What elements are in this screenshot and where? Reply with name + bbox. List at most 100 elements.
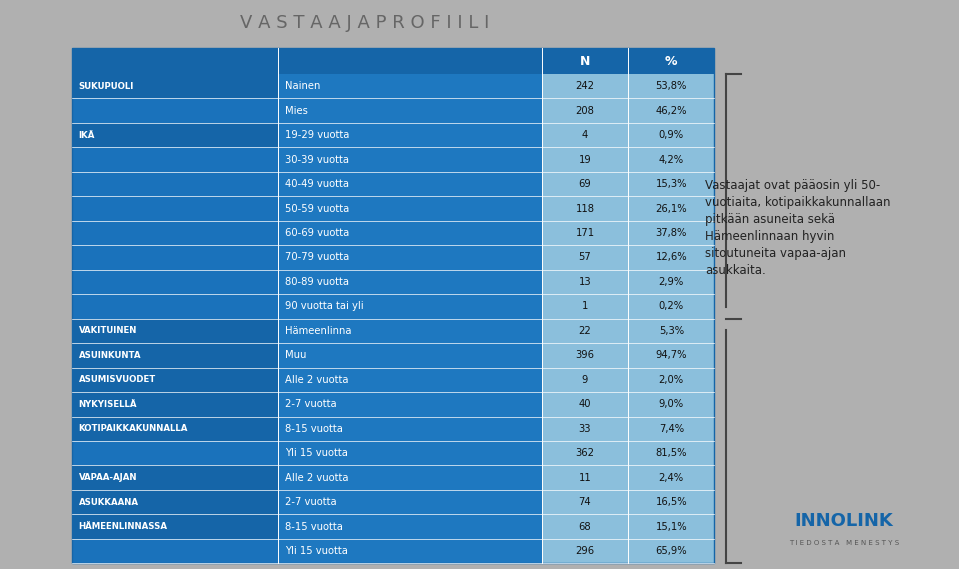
Bar [628,172,714,196]
Text: 37,8%: 37,8% [656,228,687,238]
Text: 90 vuotta tai yli: 90 vuotta tai yli [285,302,363,311]
Text: HÄMEENLINNASSA: HÄMEENLINNASSA [79,522,168,531]
Bar [278,539,542,563]
Text: 9: 9 [582,375,588,385]
Text: Alle 2 vuotta: Alle 2 vuotta [285,473,348,483]
Text: 13: 13 [578,277,592,287]
Text: ASUMISVUODET: ASUMISVUODET [79,376,156,384]
Text: ASUKKAANA: ASUKKAANA [79,498,139,506]
Bar [72,465,278,490]
Text: IKÄ: IKÄ [79,131,95,139]
Text: 7,4%: 7,4% [659,424,684,434]
Text: 57: 57 [578,253,592,262]
Bar [628,465,714,490]
Text: Hämeenlinna: Hämeenlinna [285,326,351,336]
Text: 11: 11 [578,473,592,483]
Text: Vastaajat ovat pääosin yli 50-
vuotiaita, kotipaikkakunnallaan
pitkään asuneita : Vastaajat ovat pääosin yli 50- vuotiaita… [705,179,890,277]
Text: 0,2%: 0,2% [659,302,684,311]
Bar [278,441,542,465]
Text: 12,6%: 12,6% [656,253,687,262]
Text: 30-39 vuotta: 30-39 vuotta [285,155,349,164]
Text: 15,1%: 15,1% [656,522,687,531]
Text: 396: 396 [575,351,595,360]
Text: 53,8%: 53,8% [656,81,687,91]
Bar [72,539,278,563]
Text: 171: 171 [575,228,595,238]
Text: Muu: Muu [285,351,306,360]
Bar [72,368,278,392]
Bar [72,221,278,245]
Bar [278,147,542,172]
Bar [628,294,714,319]
Bar [542,514,628,539]
Bar [542,74,628,98]
Bar [278,319,542,343]
Text: SUKUPUOLI: SUKUPUOLI [79,82,134,90]
Text: %: % [665,55,678,68]
Bar [278,196,542,221]
Bar [278,221,542,245]
Bar [278,343,542,368]
Bar [542,294,628,319]
Text: 2,9%: 2,9% [659,277,684,287]
Bar [278,368,542,392]
Text: VAPAA-AJAN: VAPAA-AJAN [79,473,137,482]
Text: 19: 19 [578,155,592,164]
Bar [628,368,714,392]
Text: KOTIPAIKKAKUNNALLA: KOTIPAIKKAKUNNALLA [79,424,188,433]
Text: 40: 40 [578,399,592,409]
Bar [628,196,714,221]
Text: 68: 68 [578,522,592,531]
Bar [278,465,542,490]
Text: 40-49 vuotta: 40-49 vuotta [285,179,349,189]
Text: 19-29 vuotta: 19-29 vuotta [285,130,349,140]
Bar [628,245,714,270]
Bar [542,465,628,490]
Text: 2,4%: 2,4% [659,473,684,483]
Text: 2-7 vuotta: 2-7 vuotta [285,497,337,507]
Bar [628,74,714,98]
Bar [72,172,278,196]
Text: Mies: Mies [285,106,308,116]
Bar [542,98,628,123]
Bar [72,270,278,294]
Bar [278,123,542,147]
Text: NYKYISELLÄ: NYKYISELLÄ [79,400,137,409]
Bar [72,343,278,368]
Text: 69: 69 [578,179,592,189]
Text: 65,9%: 65,9% [656,546,687,556]
Text: 22: 22 [578,326,592,336]
Text: V A S T A A J A P R O F I I L I: V A S T A A J A P R O F I I L I [240,14,489,32]
Bar [278,417,542,441]
Bar [72,245,278,270]
Text: Yli 15 vuotta: Yli 15 vuotta [285,546,348,556]
Bar [628,270,714,294]
Text: 50-59 vuotta: 50-59 vuotta [285,204,349,213]
Bar [72,74,278,98]
Text: 0,9%: 0,9% [659,130,684,140]
Bar [628,539,714,563]
Text: 4,2%: 4,2% [659,155,684,164]
Bar [628,441,714,465]
Text: N: N [580,55,590,68]
Text: T I E D O S T A   M E N E S T Y S: T I E D O S T A M E N E S T Y S [789,541,899,546]
Text: VAKITUINEN: VAKITUINEN [79,327,137,335]
Bar [278,514,542,539]
Bar [542,343,628,368]
Bar [542,539,628,563]
Text: 26,1%: 26,1% [656,204,687,213]
Bar [628,514,714,539]
Bar [628,147,714,172]
Bar [72,48,542,74]
Bar [72,147,278,172]
Text: 362: 362 [575,448,595,458]
Text: 118: 118 [575,204,595,213]
Bar [278,392,542,417]
Bar [278,98,542,123]
Bar [628,221,714,245]
Bar [72,514,278,539]
Bar [72,48,714,563]
Bar [542,270,628,294]
Bar [278,245,542,270]
Text: 1: 1 [582,302,588,311]
